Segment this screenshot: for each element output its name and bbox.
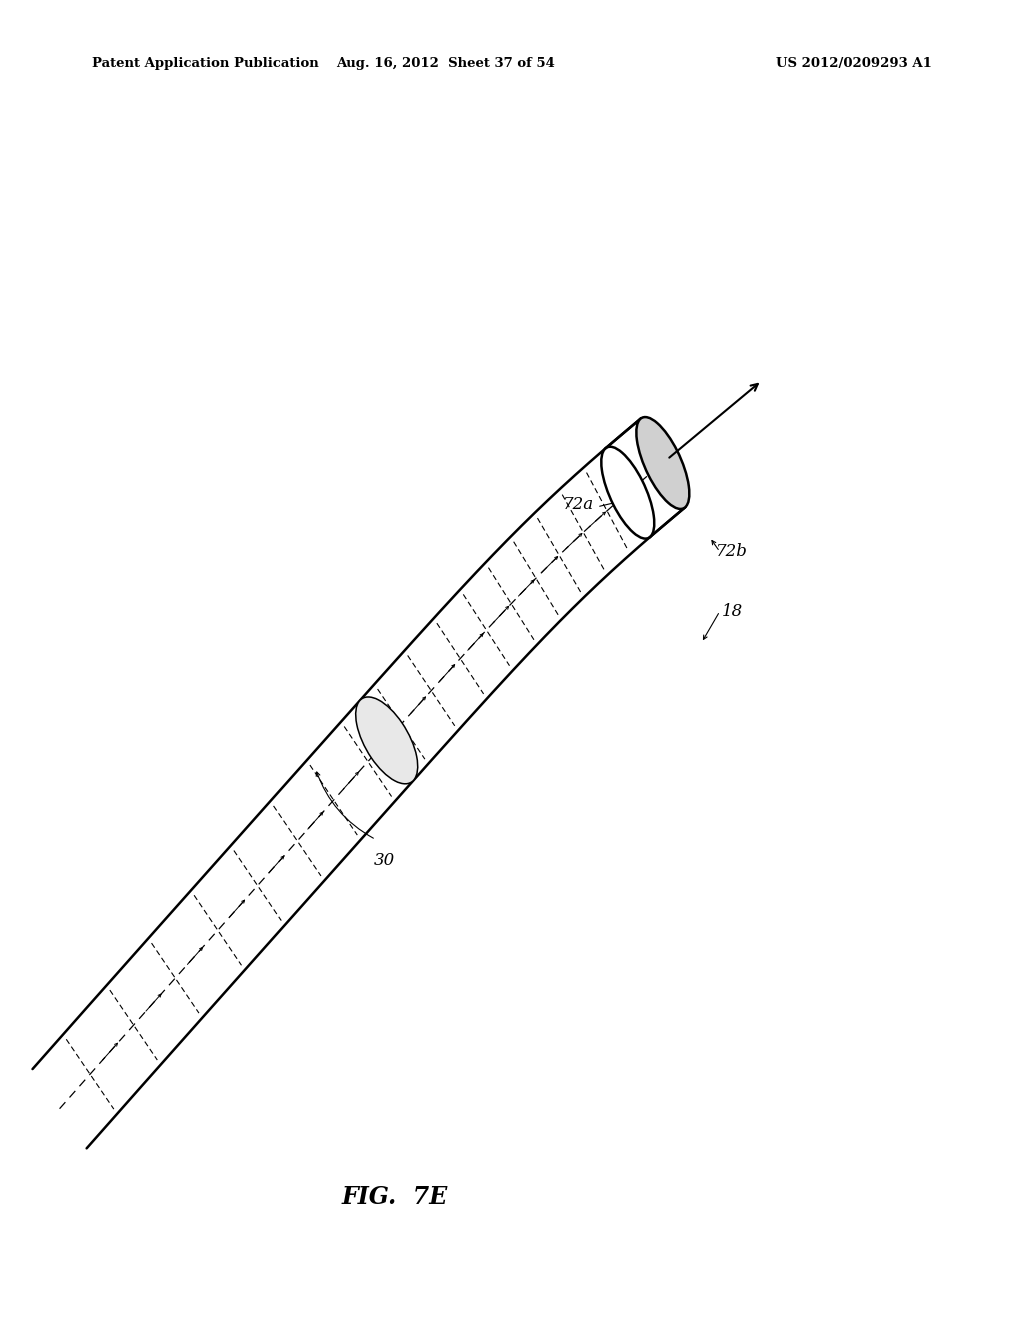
Ellipse shape	[636, 417, 689, 510]
Text: Patent Application Publication: Patent Application Publication	[92, 57, 318, 70]
Text: 72b: 72b	[716, 544, 749, 560]
Text: 72a: 72a	[563, 496, 594, 512]
Ellipse shape	[601, 446, 654, 539]
Ellipse shape	[355, 697, 418, 784]
Text: Aug. 16, 2012  Sheet 37 of 54: Aug. 16, 2012 Sheet 37 of 54	[336, 57, 555, 70]
Polygon shape	[33, 418, 685, 1148]
Text: 30: 30	[374, 853, 394, 869]
Text: FIG.  7E: FIG. 7E	[341, 1185, 447, 1209]
Text: 18: 18	[722, 603, 742, 619]
Text: US 2012/0209293 A1: US 2012/0209293 A1	[776, 57, 932, 70]
